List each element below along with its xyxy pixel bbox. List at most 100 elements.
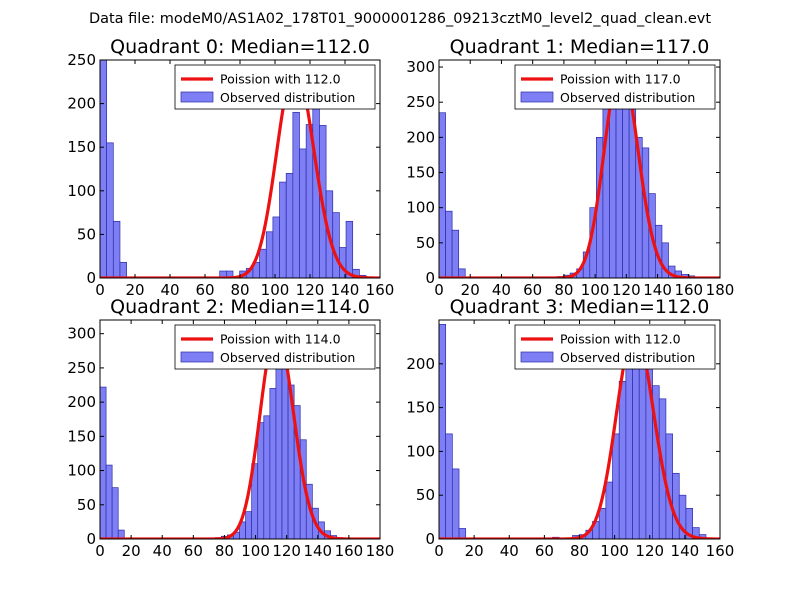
x-tick-label: 20 — [461, 281, 480, 299]
histogram-bar — [272, 216, 280, 278]
histogram-bar — [285, 173, 294, 278]
histogram-bar — [345, 220, 354, 278]
y-tick-label: 100 — [67, 182, 96, 200]
y-tick-label: 0 — [86, 269, 96, 287]
legend-line-label: Poission with 112.0 — [220, 72, 341, 87]
y-tick-label: 200 — [406, 128, 435, 146]
histogram-bar — [451, 229, 460, 278]
x-tick-label: 20 — [122, 542, 141, 560]
x-tick-label: 40 — [153, 542, 172, 560]
x-tick-label: 180 — [706, 281, 735, 299]
panel-quadrant-3: 0 20 40 60 80 100 120 140 160 0 50 100 150 200 Quadran… — [406, 296, 734, 560]
y-tick-label: 200 — [67, 393, 96, 411]
histogram-bar — [269, 388, 277, 539]
histogram-bar — [257, 422, 265, 539]
x-tick-label: 140 — [643, 281, 672, 299]
poisson-curve — [100, 328, 380, 539]
x-tick-label: 160 — [335, 542, 364, 560]
legend-line-label: Poission with 114.0 — [220, 332, 341, 347]
x-tick-label: 100 — [261, 281, 290, 299]
x-tick-label: 120 — [296, 281, 325, 299]
x-tick-label: 80 — [570, 542, 589, 560]
histogram-bar — [119, 261, 127, 278]
y-tick-label: 100 — [67, 462, 96, 480]
histogram-bar — [605, 481, 613, 539]
legend: Poission with 114.0 Observed distribution — [174, 324, 376, 370]
histogram-bar — [638, 341, 647, 539]
x-tick-label: 60 — [523, 281, 542, 299]
x-tick-label: 140 — [303, 542, 332, 560]
y-tick-label: 0 — [425, 530, 435, 548]
y-tick-label: 150 — [67, 427, 96, 445]
x-tick-label: 0 — [95, 281, 105, 299]
legend-box — [514, 64, 716, 110]
legend-bar-swatch — [180, 351, 214, 363]
y-tick-label: 50 — [77, 225, 96, 243]
histogram-bar — [259, 248, 267, 278]
legend: Poission with 112.0 Observed distribution — [174, 64, 376, 110]
legend-box — [174, 324, 376, 370]
x-tick-label: 140 — [671, 542, 700, 560]
histogram-bar — [609, 87, 617, 278]
x-tick-label: 60 — [195, 281, 214, 299]
y-tick-label: 150 — [67, 138, 96, 156]
histogram-bar — [618, 380, 627, 539]
histogram-bar — [305, 124, 314, 278]
y-tick-label: 250 — [67, 359, 96, 377]
legend-box — [174, 64, 376, 110]
histogram-bar — [105, 464, 113, 539]
x-tick-label: 0 — [95, 542, 105, 560]
legend: Poission with 117.0 Observed distribution — [514, 64, 716, 110]
histogram-bar — [445, 210, 453, 278]
x-tick-label: 160 — [706, 542, 735, 560]
y-tick-label: 150 — [406, 164, 435, 182]
x-tick-label: 80 — [554, 281, 573, 299]
histogram-bar — [625, 345, 633, 539]
legend-bar-swatch — [180, 91, 214, 103]
y-tick-label: 200 — [67, 95, 96, 113]
x-tick-label: 180 — [366, 542, 395, 560]
legend-line-label: Poission with 117.0 — [560, 72, 681, 87]
panel-quadrant-2: 0 20 40 60 80 100 120 140 160 1800501001502002503… — [67, 296, 394, 560]
y-tick-label: 0 — [86, 530, 96, 548]
x-tick-label: 40 — [492, 281, 511, 299]
histogram-bar — [598, 507, 607, 539]
histogram-bars — [100, 326, 344, 539]
x-tick-label: 100 — [600, 542, 629, 560]
panel-title: Quadrant 1: Median=117.0 — [450, 36, 710, 58]
x-tick-label: 40 — [160, 281, 179, 299]
histogram-bar — [263, 415, 271, 539]
legend-line-label: Poission with 112.0 — [560, 332, 681, 347]
histogram-bar — [265, 231, 274, 278]
legend-bar-label: Observed distribution — [220, 350, 355, 365]
x-tick-label: 80 — [230, 281, 249, 299]
x-tick-label: 160 — [366, 281, 395, 299]
histogram-bar — [245, 511, 253, 539]
x-tick-label: 120 — [612, 281, 641, 299]
histogram-bar — [312, 103, 320, 278]
legend-bar-swatch — [520, 351, 554, 363]
panel-quadrant-1: 0 20 40 60 80 100 120 140 160 1800501001502002503… — [406, 36, 734, 299]
histogram-bar — [111, 487, 119, 539]
y-tick-label: 50 — [416, 486, 435, 504]
legend-bar-label: Observed distribution — [560, 350, 695, 365]
y-tick-label: 200 — [406, 355, 435, 373]
histogram-bar — [612, 433, 620, 539]
panel-title: Quadrant 0: Median=112.0 — [110, 36, 370, 58]
y-tick-label: 150 — [406, 399, 435, 417]
histogram-bar — [112, 220, 121, 278]
y-tick-label: 50 — [77, 496, 96, 514]
legend-bar-label: Observed distribution — [560, 90, 695, 105]
y-tick-label: 250 — [67, 51, 96, 69]
x-tick-label: 80 — [215, 542, 234, 560]
x-tick-label: 60 — [535, 542, 554, 560]
x-tick-label: 40 — [500, 542, 519, 560]
histogram-bar — [299, 148, 307, 278]
y-tick-label: 50 — [416, 234, 435, 252]
x-tick-label: 100 — [581, 281, 610, 299]
x-tick-label: 20 — [465, 542, 484, 560]
histogram-bar — [292, 111, 300, 278]
y-tick-label: 300 — [406, 58, 435, 76]
histogram-bar — [445, 433, 453, 539]
